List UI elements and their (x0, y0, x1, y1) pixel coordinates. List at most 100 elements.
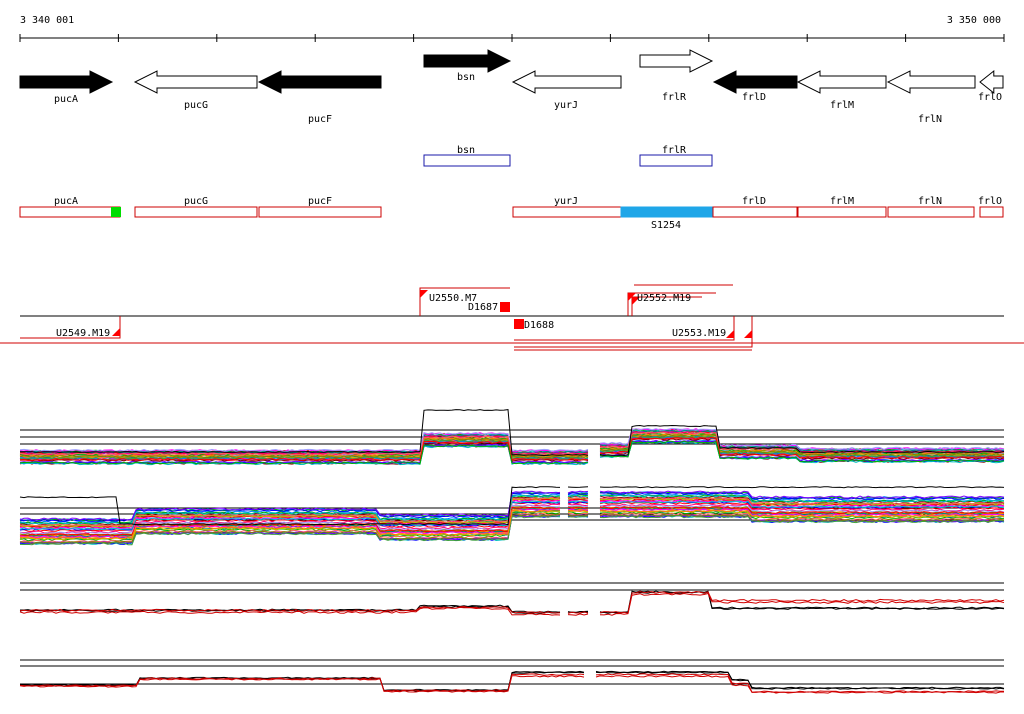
expression-trace (567, 503, 589, 507)
expression-trace (19, 514, 561, 544)
gene-label-frlR: frlR (662, 92, 687, 103)
expression-trace (19, 443, 589, 464)
operon-label-yurJ: yurJ (554, 196, 578, 207)
expression-trace (19, 486, 561, 526)
gene-arrow-bsn (423, 49, 512, 73)
gene-frlD[interactable]: frlD (712, 70, 798, 103)
operon-pucG[interactable]: pucG (134, 196, 258, 218)
expression-trace (19, 509, 561, 540)
expression-trace (599, 490, 1005, 499)
gene-arrow-track: pucA pucG pucF bsn yurJ frlR frlD frlM (19, 49, 1004, 125)
gene-pucF[interactable]: pucF (257, 70, 382, 125)
expression-trace (19, 494, 561, 525)
gene-label-frlN: frlN (918, 114, 942, 125)
segment-block[interactable]: S1254 (620, 206, 714, 231)
expression-trace (599, 506, 1005, 515)
gene-label-frlM: frlM (830, 100, 854, 111)
expression-trace (567, 500, 589, 503)
expression-trace (567, 512, 589, 516)
ruler-start-label: 3 340 001 (20, 15, 74, 26)
expression-trace (599, 436, 1005, 459)
expression-trace (595, 675, 1004, 694)
gene-frlO[interactable]: frlO (978, 69, 1004, 103)
coordinate-ruler: 3 340 001 3 350 000 (19, 15, 1005, 42)
expression-panel-1 (19, 409, 1005, 466)
expression-trace (567, 490, 589, 494)
feature-label-D1687: D1687 (468, 302, 498, 313)
feature-U2552-M19[interactable]: U2552.M19 (627, 284, 733, 316)
gene-pucA[interactable]: pucA (19, 70, 114, 105)
gene-bsn[interactable]: bsn (423, 49, 512, 83)
expression-trace (19, 490, 561, 521)
operon-pucF[interactable]: pucF (258, 196, 382, 218)
operon-label-frlO: frlO (978, 196, 1002, 207)
expression-trace (567, 514, 589, 517)
gene-label-yurJ: yurJ (554, 100, 578, 111)
expression-trace (19, 504, 560, 535)
feature-D1687[interactable]: D1687 (468, 302, 510, 313)
expression-trace (567, 494, 589, 498)
expression-trace (599, 435, 1004, 458)
ruler-end-label: 3 350 000 (947, 15, 1001, 26)
blue-box-label-frlR: frlR (662, 145, 687, 156)
expression-trace (599, 515, 1005, 524)
feature-marker (514, 319, 524, 329)
expression-panel-3 (19, 582, 1005, 616)
operon-label-frlN: frlN (918, 196, 942, 207)
expression-trace (599, 500, 1005, 509)
gene-label-frlO: frlO (978, 92, 1002, 103)
operon-frlN[interactable]: frlN (887, 196, 975, 218)
green-marker (111, 207, 121, 217)
operon-yurJ[interactable]: yurJ (512, 196, 622, 218)
feature-flag-icon (744, 330, 752, 338)
feature-label-U2552-M19: U2552.M19 (637, 293, 691, 304)
gene-arrow-yurJ (511, 70, 622, 94)
gene-label-pucG: pucG (184, 100, 208, 111)
gene-arrow-frlM (796, 70, 887, 94)
feature-U2550-M7[interactable]: U2550.M7 (419, 287, 510, 316)
gene-pucG[interactable]: pucG (133, 70, 258, 111)
feature-marker (500, 302, 510, 312)
expression-trace (19, 670, 585, 692)
feature-label-D1688: D1688 (524, 320, 554, 331)
feature-label-U2550-M7: U2550.M7 (429, 293, 477, 304)
blue-box-track: bsn frlR (423, 145, 713, 167)
expression-trace (19, 444, 589, 465)
feature-flag-icon (420, 290, 428, 298)
feature-U2553-M19[interactable]: U2553.M19 (514, 316, 753, 351)
gene-yurJ[interactable]: yurJ (511, 70, 622, 111)
expression-trace (567, 611, 589, 614)
gene-label-frlD: frlD (742, 92, 766, 103)
operon-frlM[interactable]: frlM (797, 196, 887, 218)
expression-trace (599, 439, 1005, 462)
operon-frlO[interactable]: frlO (978, 196, 1004, 218)
gene-frlR[interactable]: frlR (639, 49, 714, 103)
expression-trace (19, 606, 561, 616)
expression-trace (567, 515, 589, 518)
operon-pucA[interactable]: pucA (19, 196, 121, 218)
feature-U2549-M19[interactable]: U2549.M19 (20, 316, 121, 339)
operon-label-pucG: pucG (184, 196, 208, 207)
expression-trace (19, 675, 585, 693)
expression-trace (19, 409, 589, 457)
blue-box-bsn[interactable]: bsn (423, 145, 511, 167)
expression-trace (19, 515, 561, 546)
expression-trace (599, 494, 1005, 503)
segment-label: S1254 (651, 220, 681, 231)
operon-track: pucA pucG pucF yurJ S1254 frlD frlM frl (19, 196, 1004, 231)
expression-trace (599, 486, 1005, 489)
operon-label-frlD: frlD (742, 196, 766, 207)
expression-panels (19, 409, 1005, 694)
gene-label-pucA: pucA (54, 94, 78, 105)
expression-trace (567, 509, 589, 513)
expression-trace (19, 492, 561, 522)
gene-frlM[interactable]: frlM (796, 70, 887, 111)
blue-box-frlR[interactable]: frlR (639, 145, 713, 167)
expression-trace (567, 506, 588, 509)
operon-frlD[interactable]: frlD (712, 196, 798, 218)
gene-frlN[interactable]: frlN (886, 70, 976, 125)
expression-trace (599, 510, 1005, 519)
expression-trace (567, 496, 589, 500)
feature-D1688[interactable]: D1688 (514, 319, 554, 331)
feature-label-U2549-M19: U2549.M19 (56, 328, 110, 339)
